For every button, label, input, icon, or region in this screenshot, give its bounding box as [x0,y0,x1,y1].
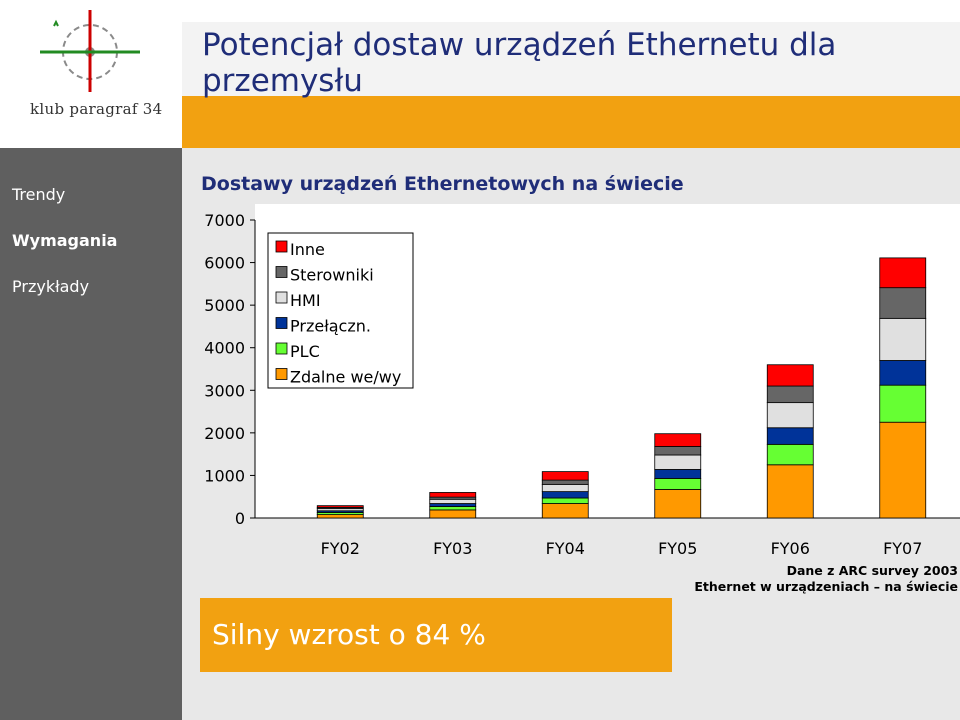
y-tick-label: 1000 [204,466,245,485]
bar-fy07-0 [879,421,927,519]
legend-swatch [275,266,288,278]
title-area [182,22,960,96]
bar-fy03-2 [429,503,477,507]
bar-fy07-3 [879,317,927,361]
x-tick-label: FY04 [546,539,585,558]
y-tick-label: 7000 [204,211,245,230]
legend-swatch [275,317,288,329]
legend-label: PLC [290,342,320,361]
legend-swatch [275,240,288,253]
bar-fy04-4 [541,479,589,485]
x-tick-label: FY03 [433,539,472,558]
bar-fy04-0 [541,503,589,519]
bar-fy07-2 [879,360,927,386]
bar-fy07-1 [879,384,927,423]
bar-fy06-0 [766,464,814,519]
bar-fy03-3 [429,498,477,504]
legend-swatch [275,342,288,355]
sidebar-item-wymagania[interactable]: Wymagania [12,231,118,250]
bar-fy05-5 [654,433,702,447]
callout-box [200,598,672,672]
logo-caption: klub paragraf 34 [30,100,163,118]
legend-swatch [275,368,288,380]
header-accent-bar [182,96,960,148]
sidebar-item-przyklady[interactable]: Przykłady [12,277,90,296]
legend-label: Zdalne we/wy [290,368,401,387]
callout-text: Silny wzrost o 84 % [212,618,486,651]
source-note: Dane z ARC survey 2003 [787,563,958,578]
y-tick-label: 2000 [204,424,245,443]
bar-fy02-0 [316,514,364,519]
x-tick-label: FY06 [771,539,810,558]
bar-fy05-3 [654,454,702,470]
bar-fy03-1 [429,506,477,511]
sidebar-item-trendy[interactable]: Trendy [12,185,66,204]
chart-title: Dostawy urządzeń Ethernetowych na świeci… [201,173,684,195]
bar-fy03-0 [429,509,477,519]
bar-fy06-3 [766,402,814,429]
legend-label: HMI [290,291,321,310]
y-tick-label: 4000 [204,339,245,358]
logo: klub paragraf 34 [0,0,182,148]
bar-fy02-5 [316,505,364,508]
y-tick-label: 6000 [204,254,245,273]
bar-fy05-4 [654,446,702,456]
bar-fy07-4 [879,287,927,319]
x-tick-label: FY07 [883,539,922,558]
bar-fy06-4 [766,385,814,404]
sidebar-nav: Trendy Wymagania Przykłady [0,176,182,314]
bar-fy05-1 [654,478,702,490]
legend-label: Sterowniki [290,266,374,285]
bar-fy04-3 [541,483,589,493]
stacked-bar-chart: 0 1000 2000 3000 4000 5000 6000 7000 FY02 FY03 FY0… [204,204,960,594]
bar-fy04-2 [541,491,589,499]
x-tick-label: FY02 [321,539,360,558]
legend-box [267,232,414,389]
y-tick-label: 5000 [204,296,245,315]
page-title: Potencjał dostaw urządzeń Ethernetu dla … [202,27,837,99]
bar-fy04-5 [541,471,589,481]
bar-fy06-2 [766,427,814,445]
bar-fy05-2 [654,469,702,479]
bar-fy06-1 [766,443,814,466]
y-tick-label: 0 [235,509,245,528]
legend-label: Inne [290,240,325,259]
bar-fy03-5 [429,492,477,498]
gear-icon [40,10,140,92]
legend-swatch [275,291,288,304]
source-note: Ethernet w urządzeniach – na świecie [694,579,958,594]
y-tick-label: 3000 [204,381,245,400]
x-tick-label: FY05 [658,539,697,558]
bar-fy04-1 [541,497,589,504]
bar-fy06-5 [766,364,814,387]
legend-label: Przełączn. [290,317,371,336]
bar-fy07-5 [879,257,927,289]
bar-fy05-0 [654,489,702,519]
